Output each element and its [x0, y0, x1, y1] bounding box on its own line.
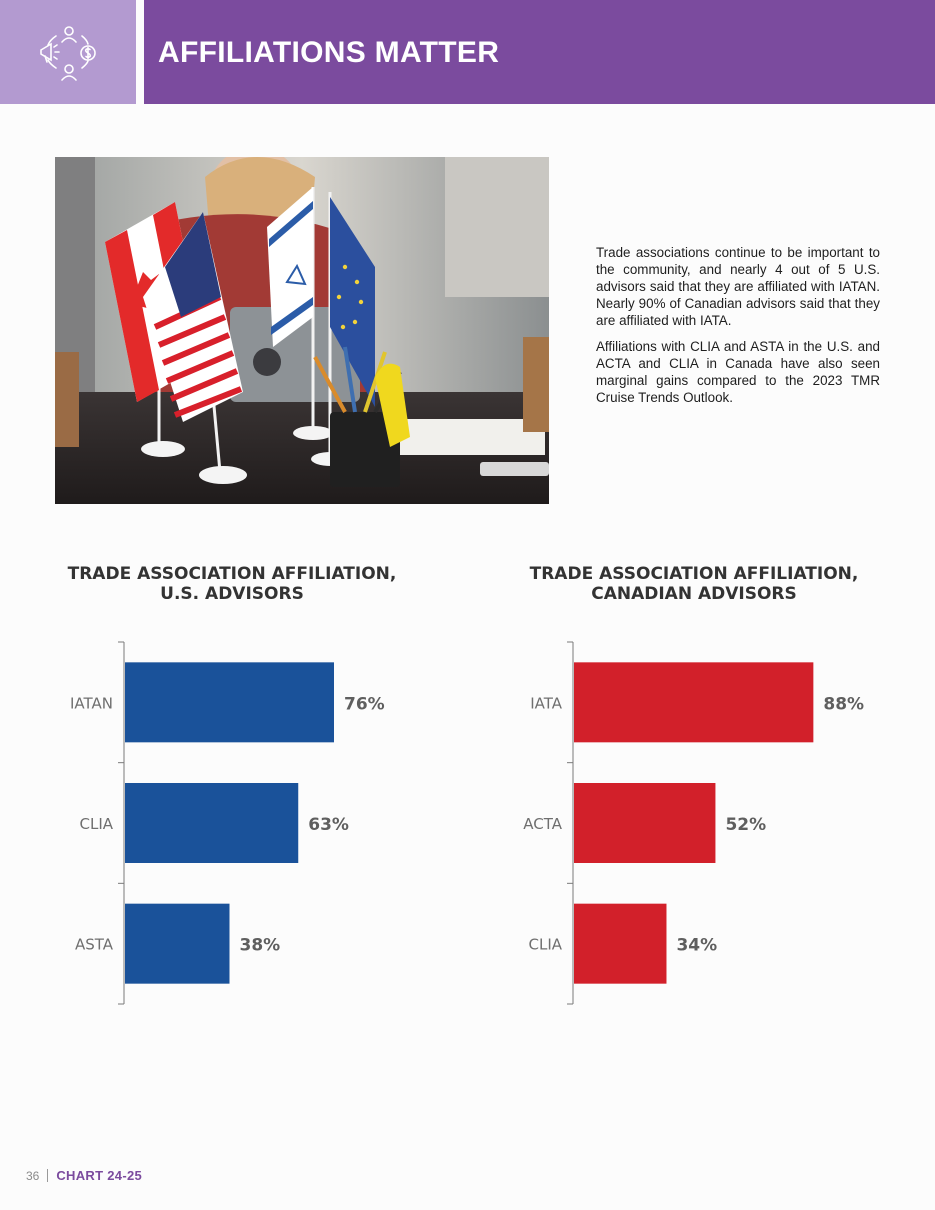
data-label: 63% — [308, 815, 349, 835]
page-title: AFFILIATIONS MATTER — [158, 36, 500, 69]
category-label: CLIA — [79, 815, 113, 833]
chart-title-line: U.S. ADVISORS — [160, 584, 304, 604]
data-label: 88% — [823, 694, 864, 714]
data-label: 34% — [676, 936, 717, 956]
flags-on-desk-photo — [55, 157, 549, 504]
category-label: ASTA — [75, 936, 114, 954]
canadian-advisors-bar-chart: IATA 88% ACTA 52% CLIA 34% — [523, 641, 864, 1005]
chart-title-line: CANADIAN ADVISORS — [591, 584, 797, 604]
bar — [125, 662, 334, 743]
us-chart-title: TRADE ASSOCIATION AFFILIATION, U.S. ADVI… — [62, 564, 402, 604]
bar — [125, 783, 299, 863]
header-bar — [144, 0, 935, 104]
footer-label: CHART 24-25 — [56, 1168, 143, 1183]
intro-paragraph: Affiliations with CLIA and ASTA in the U… — [596, 339, 880, 405]
people-network-icon — [40, 26, 96, 81]
intro-paragraph: Trade associations continue to be import… — [596, 245, 880, 328]
canada-chart-title: TRADE ASSOCIATION AFFILIATION, CANADIAN … — [524, 564, 864, 604]
category-label: CLIA — [528, 936, 562, 954]
category-label: ACTA — [523, 815, 562, 833]
footer-divider — [47, 1169, 49, 1182]
category-label: IATA — [530, 694, 563, 712]
header-icon-box — [0, 0, 136, 104]
chart-title-line: TRADE ASSOCIATION AFFILIATION, — [529, 564, 859, 584]
intro-text: Trade associations continue to be import… — [596, 244, 880, 415]
bar — [574, 783, 716, 863]
data-label: 38% — [240, 936, 281, 956]
chart-title-line: TRADE ASSOCIATION AFFILIATION, — [67, 564, 397, 584]
category-label: IATAN — [70, 694, 113, 712]
bar — [574, 662, 814, 743]
data-label: 52% — [725, 815, 766, 835]
bar — [574, 903, 667, 984]
page-number: 36 — [26, 1169, 40, 1183]
us-advisors-bar-chart: IATAN 76% CLIA 63% ASTA 38% — [70, 641, 385, 1005]
data-label: 76% — [344, 694, 385, 714]
bar — [125, 903, 230, 984]
page-footer: 36 CHART 24-25 — [26, 1168, 142, 1183]
